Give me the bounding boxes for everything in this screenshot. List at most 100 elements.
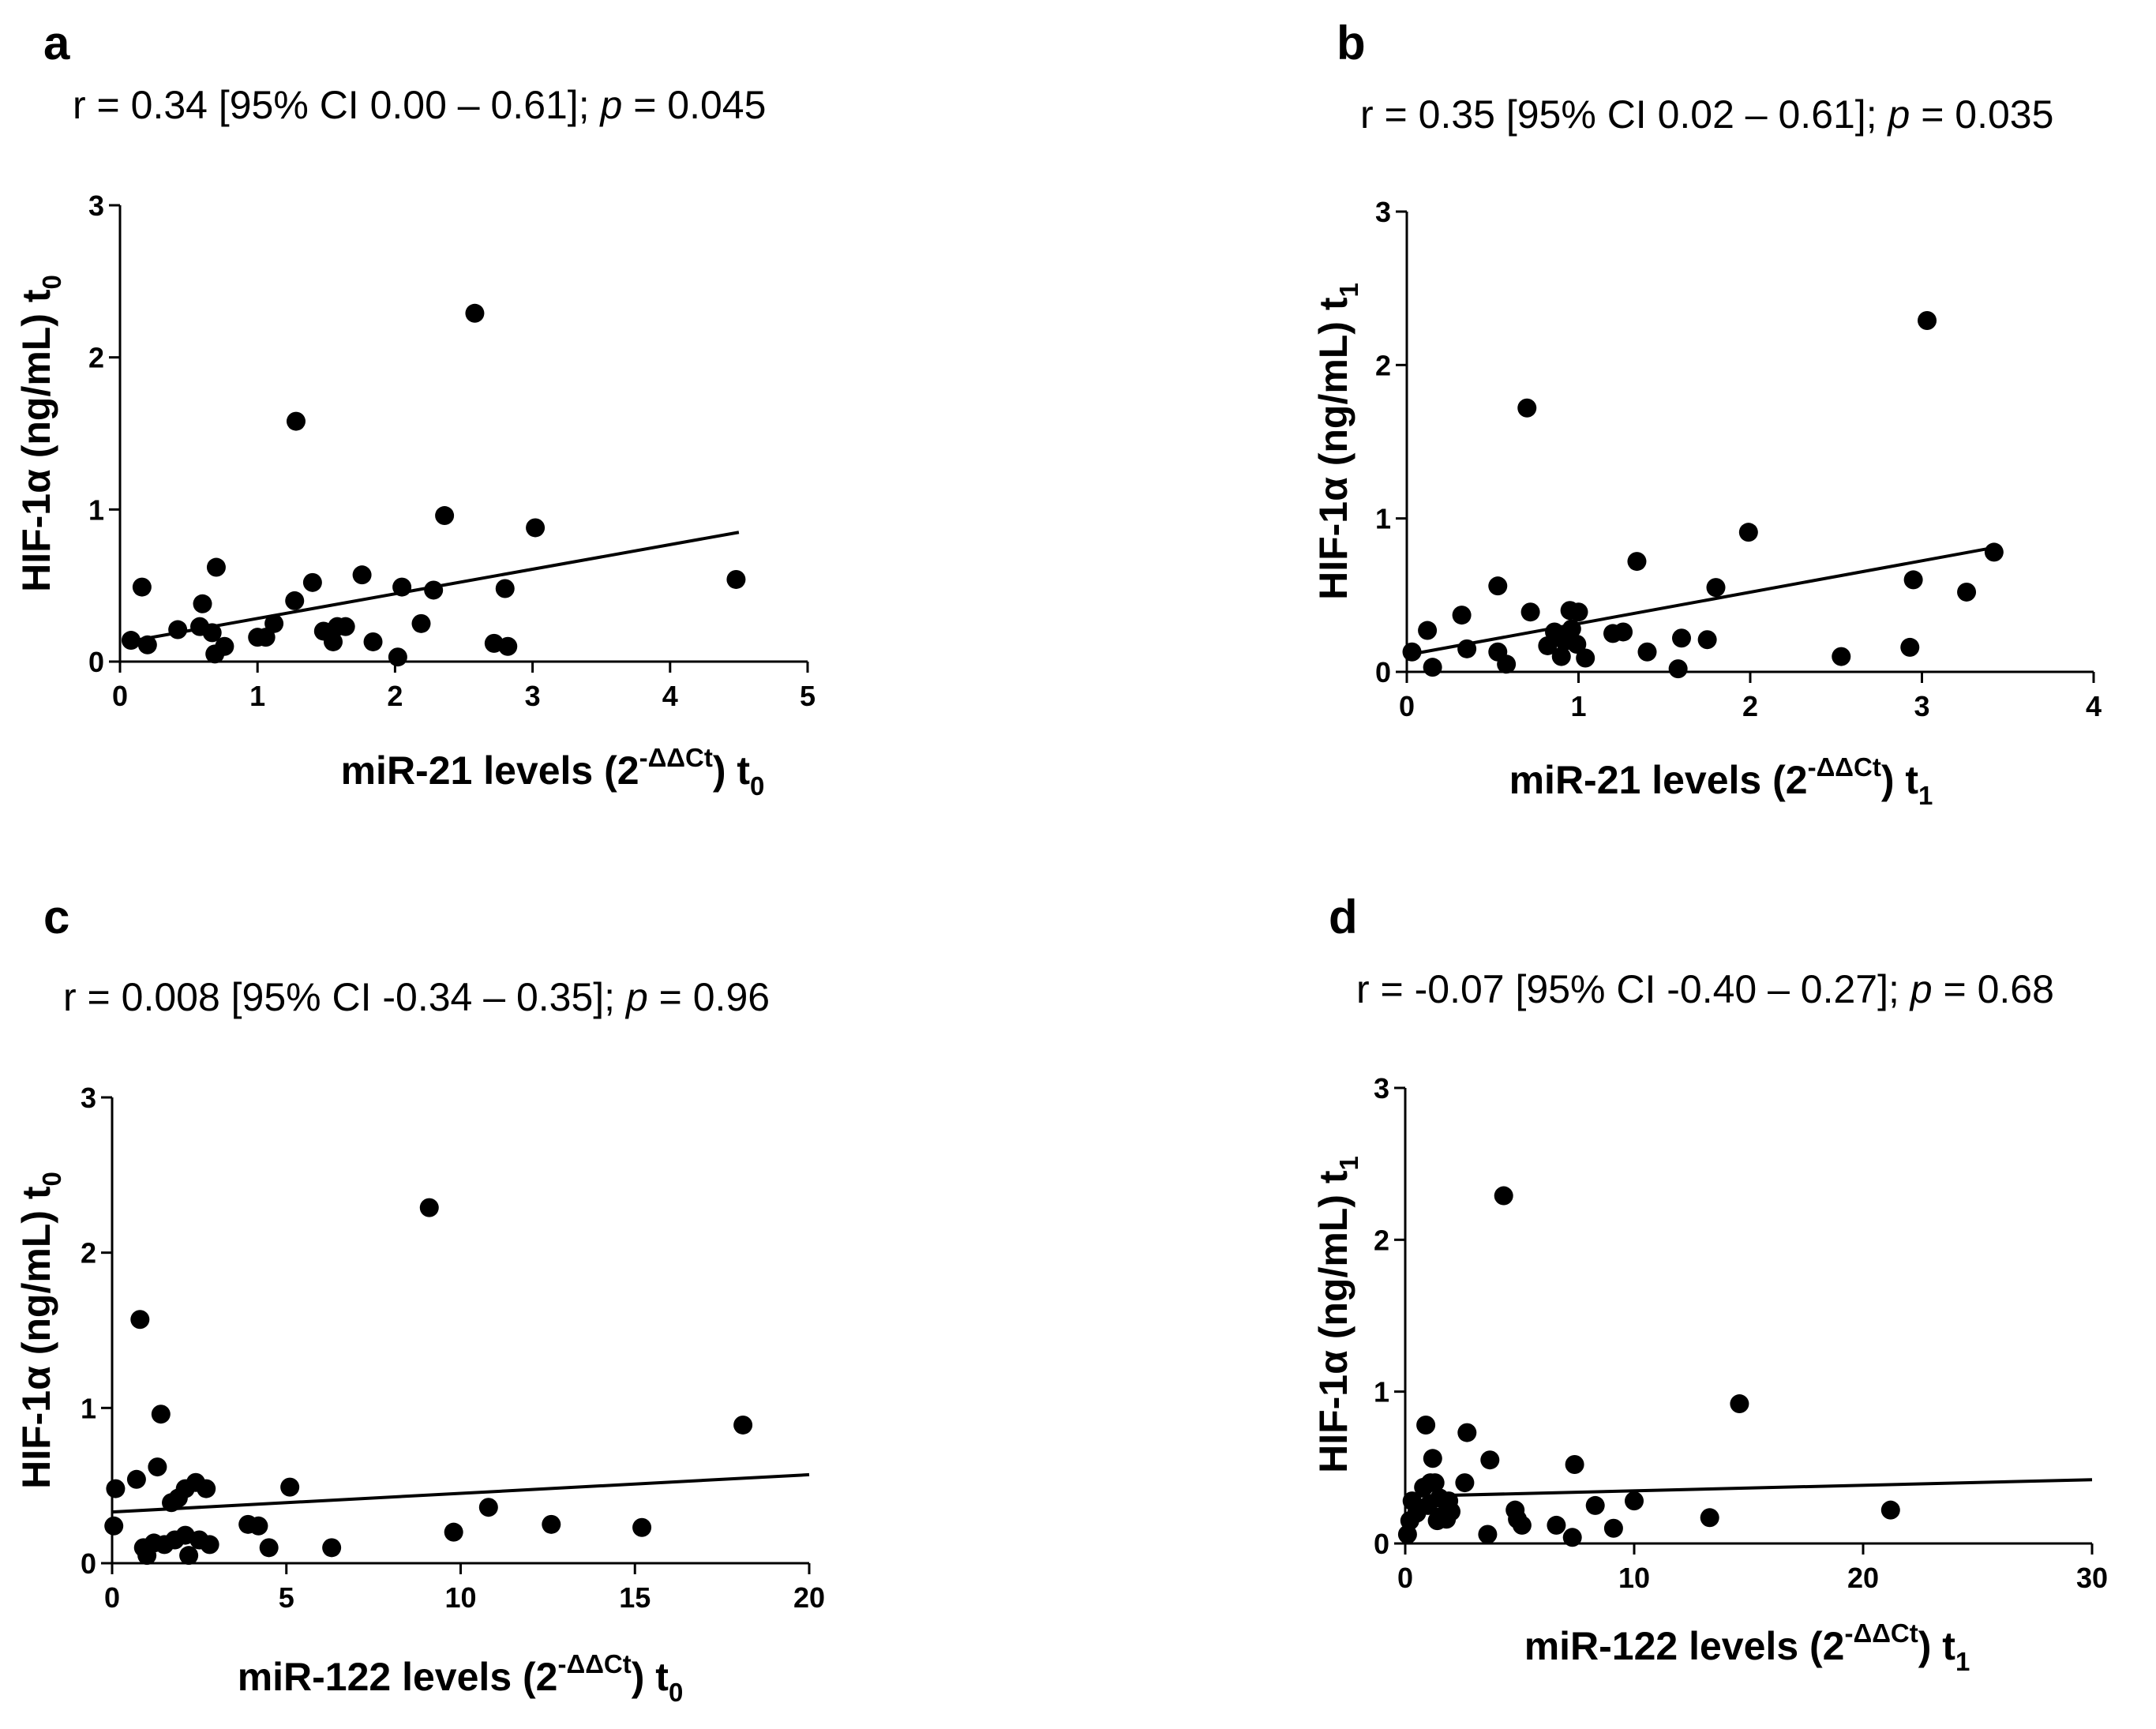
- data-point: [1512, 1515, 1532, 1535]
- correlation-stats: r = 0.008 [95% CI -0.34 – 0.35]; p = 0.9…: [63, 975, 770, 1019]
- panel-d: d r = -0.07 [95% CI -0.40 – 0.27]; p = 0.…: [1311, 891, 2108, 1676]
- data-point: [352, 565, 372, 585]
- data-point: [1551, 647, 1571, 666]
- correlation-stats: r = 0.34 [95% CI 0.00 – 0.61]; p = 0.045: [73, 83, 766, 127]
- y-axis-label-subscript: 1: [1334, 283, 1363, 297]
- data-point: [1706, 578, 1726, 598]
- data-point: [104, 1516, 124, 1536]
- data-point: [1488, 576, 1508, 596]
- stats-p-value: = 0.96: [648, 975, 770, 1019]
- data-point: [1455, 1473, 1475, 1493]
- data-point: [1576, 648, 1595, 668]
- data-point: [1585, 1495, 1605, 1515]
- x-tick-label: 4: [2086, 690, 2102, 722]
- panel-b: b r = 0.35 [95% CI 0.02 – 0.61]; p = 0.03…: [1311, 17, 2102, 810]
- data-point: [202, 623, 222, 643]
- data-point: [1457, 1423, 1477, 1442]
- y-axis-label-subscript: 0: [37, 1172, 66, 1186]
- panel-letter: a: [43, 17, 70, 69]
- data-point: [249, 1516, 268, 1536]
- data-point: [435, 506, 455, 526]
- data-point: [419, 1198, 439, 1217]
- y-axis-label: HIF-1α (ng/mL) t0: [14, 1172, 66, 1489]
- stats-p-symbol: p: [624, 975, 648, 1019]
- data-point: [1565, 1454, 1584, 1474]
- data-point: [193, 594, 212, 613]
- x-tick-label: 0: [1399, 690, 1415, 722]
- x-tick-label: 10: [444, 1581, 476, 1614]
- x-tick-label: 1: [249, 680, 265, 712]
- y-tick-label: 3: [1375, 196, 1391, 228]
- data-point: [1423, 1449, 1442, 1468]
- y-tick-label: 3: [1374, 1072, 1389, 1105]
- panel-c: c r = 0.008 [95% CI -0.34 – 0.35]; p = 0.…: [14, 891, 825, 1707]
- data-point: [121, 631, 141, 651]
- data-point: [1903, 570, 1923, 590]
- x-axis-label-superscript: -ΔΔCt: [1844, 1618, 1918, 1648]
- y-tick-label: 2: [88, 342, 104, 374]
- data-point: [498, 636, 518, 656]
- data-point: [259, 1538, 279, 1558]
- y-tick-label: 3: [88, 189, 104, 222]
- x-tick-label: 5: [279, 1581, 294, 1614]
- x-axis-label: miR-122 levels (2-ΔΔCt) t1: [1524, 1618, 1970, 1676]
- stats-p-value: = 0.035: [1910, 92, 2053, 137]
- panel-letter: d: [1329, 891, 1358, 943]
- data-point: [1738, 523, 1758, 542]
- x-axis-label-subscript: 1: [1955, 1647, 1970, 1676]
- y-axis-label: HIF-1α (ng/mL) t1: [1311, 283, 1363, 600]
- correlation-stats: r = 0.35 [95% CI 0.02 – 0.61]; p = 0.035: [1360, 92, 2053, 137]
- data-point: [1494, 1186, 1513, 1206]
- data-point: [179, 1546, 199, 1566]
- x-tick-label: 20: [793, 1581, 825, 1614]
- data-point: [1957, 582, 1977, 602]
- data-point: [726, 569, 746, 589]
- y-tick-label: 1: [1374, 1376, 1389, 1408]
- x-tick-label: 15: [619, 1581, 651, 1614]
- stats-p-symbol: p: [1909, 967, 1933, 1011]
- x-tick-label: 10: [1618, 1562, 1650, 1594]
- x-axis-label: miR-122 levels (2-ΔΔCt) t0: [238, 1649, 684, 1707]
- y-axis-label-main: HIF-1α (ng/mL) t: [1311, 1170, 1355, 1473]
- data-point: [130, 1310, 150, 1330]
- y-tick-label: 1: [81, 1392, 96, 1424]
- data-point: [285, 591, 305, 610]
- x-axis-label: miR-21 levels (2-ΔΔCt) t1: [1509, 752, 1933, 810]
- data-point: [1517, 398, 1537, 418]
- data-point: [206, 557, 226, 577]
- panel-letter: c: [43, 891, 69, 943]
- x-tick-label: 0: [1397, 1562, 1413, 1594]
- y-tick-label: 2: [1375, 349, 1391, 381]
- x-tick-label: 30: [2076, 1562, 2108, 1594]
- y-axis-label: HIF-1α (ng/mL) t1: [1311, 1156, 1363, 1473]
- x-tick-label: 20: [1847, 1562, 1879, 1594]
- regression-line: [1404, 1478, 2093, 1498]
- x-axis-label-main: miR-21 levels (2: [341, 748, 639, 793]
- y-tick-label: 0: [1375, 656, 1391, 688]
- panel-a: ar = 0.34 [95% CI 0.00 – 0.61]; p = 0.04…: [14, 17, 816, 801]
- data-point: [495, 579, 515, 598]
- data-point: [256, 628, 276, 647]
- data-point: [200, 1535, 219, 1555]
- data-point: [478, 1498, 498, 1517]
- y-tick-label: 2: [1374, 1224, 1389, 1256]
- x-axis-label-superscript: -ΔΔCt: [639, 743, 713, 772]
- y-tick-label: 2: [81, 1237, 96, 1270]
- stats-prefix: r = 0.008 [95% CI -0.34 – 0.35];: [63, 975, 626, 1019]
- stats-p-value: = 0.68: [1933, 967, 2054, 1011]
- data-point: [324, 632, 343, 651]
- data-point: [1697, 630, 1717, 650]
- data-point: [632, 1517, 652, 1537]
- data-point: [1416, 1415, 1436, 1435]
- y-tick-label: 0: [81, 1547, 96, 1580]
- data-point: [1672, 628, 1691, 648]
- data-point: [363, 632, 383, 651]
- data-point: [1918, 310, 1937, 330]
- stats-prefix: r = 0.34 [95% CI 0.00 – 0.61];: [73, 83, 600, 127]
- data-point: [286, 411, 306, 431]
- y-axis-label-subscript: 0: [37, 275, 66, 289]
- correlation-stats: r = -0.07 [95% CI -0.40 – 0.27]; p = 0.6…: [1356, 967, 2054, 1011]
- x-axis-label-superscript: -ΔΔCt: [557, 1649, 631, 1678]
- y-axis-label-subscript: 1: [1334, 1156, 1363, 1170]
